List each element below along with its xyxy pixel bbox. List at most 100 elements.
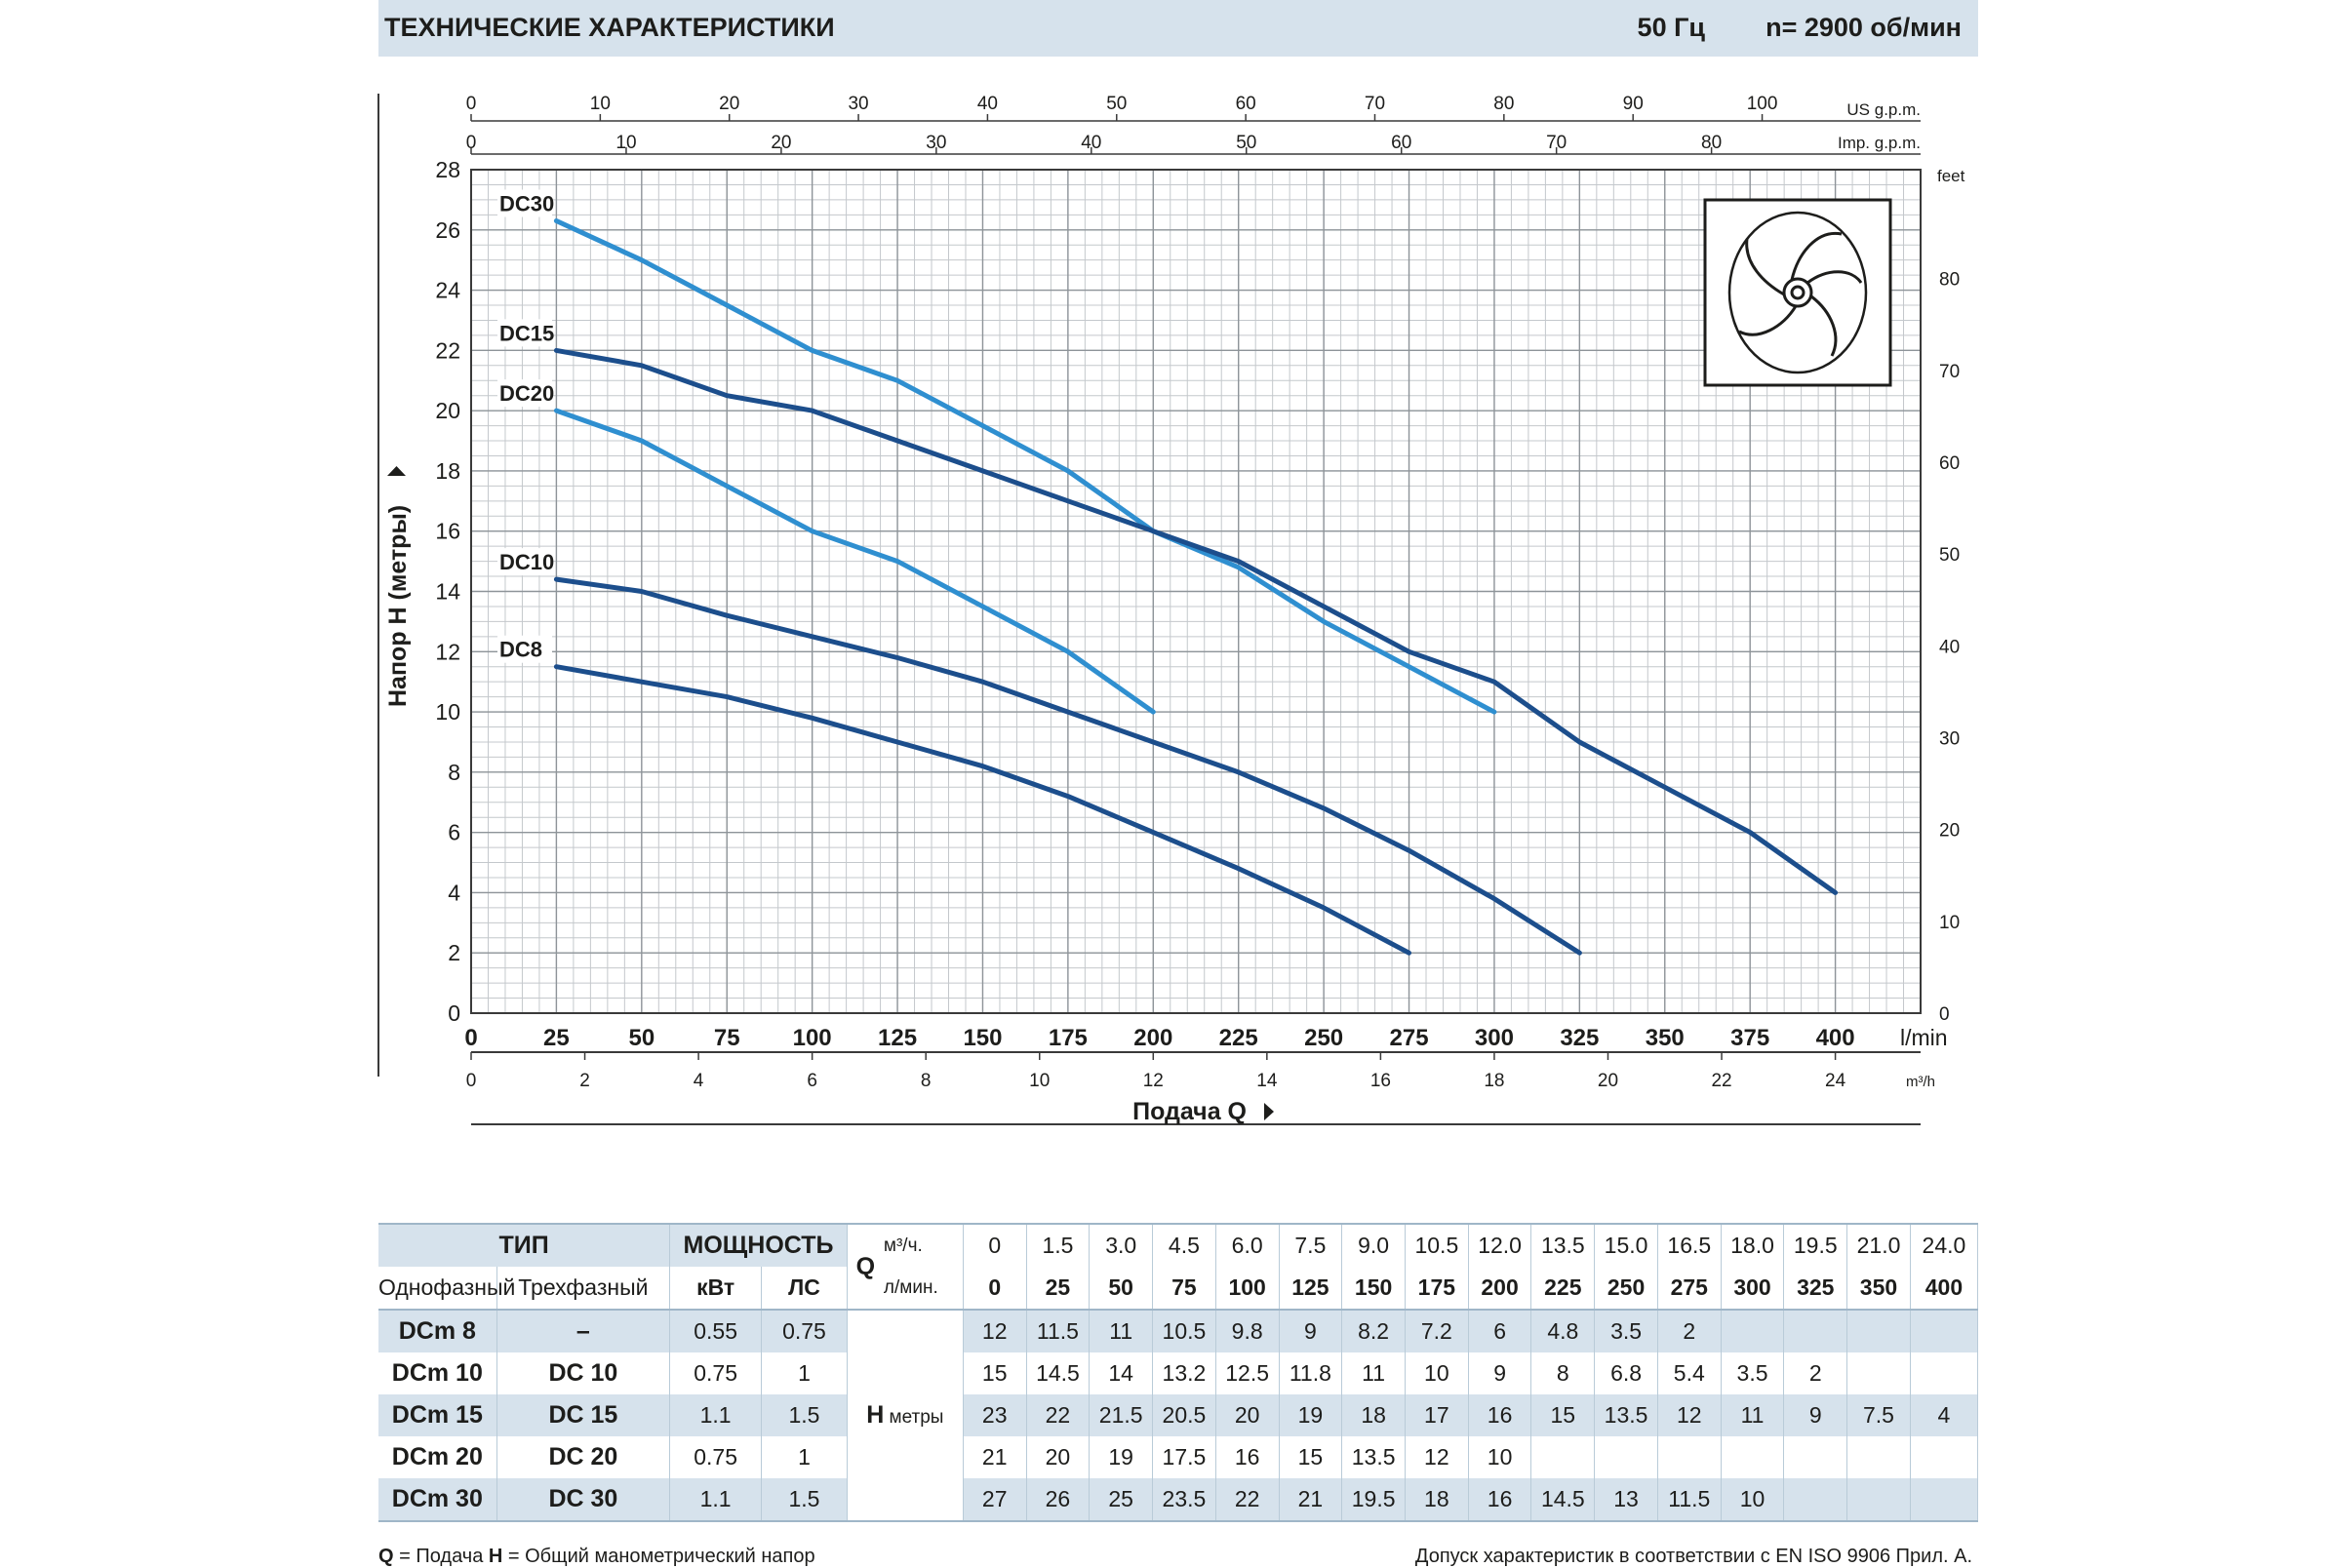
y-tick-label: 20 [435,398,460,423]
head-value: 9.8 [1215,1310,1279,1352]
head-value: 6.8 [1595,1352,1658,1394]
head-value [1910,1436,1977,1478]
model-single-phase: DCm 8 [378,1310,496,1352]
imp-gpm-tick-label: 50 [1236,133,1256,153]
m3h-tick-label: 20 [1598,1071,1618,1091]
m3h-tick-label: 14 [1256,1071,1278,1091]
head-value: 4.8 [1531,1310,1595,1352]
q-m3h-value: 10.5 [1405,1224,1468,1267]
q-lmin-value: 100 [1215,1267,1279,1310]
us-gpm-tick-label: 90 [1623,94,1644,114]
head-value: 4 [1910,1394,1977,1436]
x-tick-label: 125 [878,1025,917,1051]
q-lmin-value: 25 [1026,1267,1090,1310]
x-tick-label: 175 [1049,1025,1088,1051]
head-value [1784,1478,1847,1521]
head-value: 10 [1405,1352,1468,1394]
imp-gpm-tick-label: 30 [926,133,946,153]
head-value: 15 [963,1352,1026,1394]
head-value: 12 [1405,1436,1468,1478]
head-value: 13.5 [1342,1436,1406,1478]
imp-gpm-tick-label: 0 [466,133,477,153]
head-value: 18 [1405,1478,1468,1521]
imp-gpm-tick-label: 40 [1081,133,1101,153]
power-kw: 0.75 [670,1352,762,1394]
head-value: 9 [1279,1310,1342,1352]
model-three-phase: DC 20 [496,1436,670,1478]
head-value: 14 [1090,1352,1153,1394]
q-lmin-value: 175 [1405,1267,1468,1310]
series-label-dc15: DC15 [499,321,554,345]
footer-q-abbr: Q [378,1546,394,1567]
y-tick-label: 28 [435,157,460,182]
m3h-tick-label: 4 [694,1071,704,1091]
us-gpm-tick-label: 60 [1236,94,1256,114]
y-tick-label: 6 [448,820,460,845]
head-value: 27 [963,1478,1026,1521]
q-lmin-value: 150 [1342,1267,1406,1310]
q-lmin-value: 325 [1784,1267,1847,1310]
header-power: МОЩНОСТЬ [670,1224,848,1267]
head-value: 6 [1468,1310,1531,1352]
head-value: 9 [1784,1394,1847,1436]
us-gpm-tick-label: 20 [719,94,739,114]
head-value: 16 [1468,1478,1531,1521]
footer-legend: Q = Подача H = Общий манометрический нап… [378,1546,815,1568]
head-value: 13.2 [1153,1352,1216,1394]
x-tick-label: 225 [1219,1025,1258,1051]
head-value: 11 [1090,1310,1153,1352]
head-value: 15 [1279,1436,1342,1478]
head-value [1721,1310,1784,1352]
x-tick-label: 200 [1133,1025,1172,1051]
head-value: 20.5 [1153,1394,1216,1436]
m3h-tick-label: 12 [1143,1071,1164,1091]
head-value: 8.2 [1342,1310,1406,1352]
feet-tick-label: 50 [1939,545,1960,566]
y-tick-label: 8 [448,760,460,785]
q-m3h-value: 0 [963,1224,1026,1267]
q-m3h-value: 16.5 [1657,1224,1721,1267]
header-kw: кВт [670,1267,762,1310]
chart-grid-major [471,170,1921,1013]
power-hp: 1 [762,1436,848,1478]
m3h-tick-label: 8 [921,1071,932,1091]
q-lmin-value: 400 [1910,1267,1977,1310]
footer-tolerance-note: Допуск характеристик в соответствии с EN… [1415,1546,1972,1568]
y-axis-arrow-icon [387,466,406,476]
impeller-icon [1705,200,1890,385]
head-value: 3.5 [1721,1352,1784,1394]
y-tick-label: 24 [435,278,460,303]
us-gpm-unit-label: US g.p.m. [1846,100,1921,119]
head-value: 2 [1784,1352,1847,1394]
power-kw: 0.75 [670,1436,762,1478]
q-m3h-value: 9.0 [1342,1224,1406,1267]
y-tick-label: 14 [435,579,460,605]
imp-gpm-tick-label: 10 [615,133,636,153]
model-three-phase: DC 15 [496,1394,670,1436]
head-value [1721,1436,1784,1478]
head-value [1847,1310,1911,1352]
head-value: 21 [1279,1478,1342,1521]
head-value: 9 [1468,1352,1531,1394]
x-tick-label: 300 [1475,1025,1514,1051]
x-tick-label: 250 [1304,1025,1343,1051]
header-single-phase: Однофазный [378,1267,496,1310]
head-value: 22 [1026,1394,1090,1436]
head-value: 11 [1342,1352,1406,1394]
head-value: 16 [1468,1394,1531,1436]
feet-tick-label: 0 [1939,1004,1950,1025]
us-gpm-tick-label: 0 [466,94,477,114]
head-value: 20 [1026,1436,1090,1478]
head-value: 10.5 [1153,1310,1216,1352]
x-tick-label: 75 [714,1025,740,1051]
head-value: 3.5 [1595,1310,1658,1352]
head-value [1784,1436,1847,1478]
x-axis-arrow-icon [1264,1103,1274,1120]
